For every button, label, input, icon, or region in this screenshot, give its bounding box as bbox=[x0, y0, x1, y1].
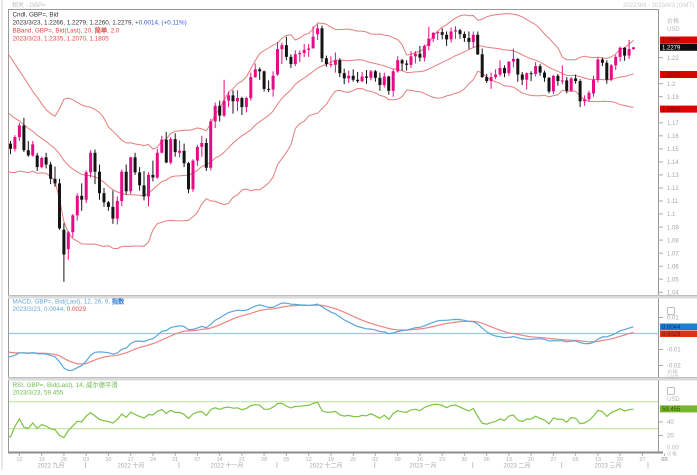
svg-text:相关 - GBP=: 相关 - GBP= bbox=[12, 1, 46, 9]
svg-text:1.05: 1.05 bbox=[667, 277, 679, 283]
svg-text:06: 06 bbox=[573, 457, 579, 463]
svg-text:1.08: 1.08 bbox=[667, 238, 679, 244]
svg-text:1.17: 1.17 bbox=[667, 121, 679, 127]
svg-text:27: 27 bbox=[550, 457, 556, 463]
svg-text:1.2279: 1.2279 bbox=[662, 46, 681, 52]
svg-text:12: 12 bbox=[306, 457, 312, 463]
svg-text:20: 20 bbox=[617, 457, 623, 463]
svg-text:价格: 价格 bbox=[667, 368, 679, 376]
svg-text:2023/3/23, 1.2335, 1.2070, 1.1: 2023/3/23, 1.2335, 1.2070, 1.1805 bbox=[13, 36, 110, 43]
svg-text:-0.02: -0.02 bbox=[667, 364, 681, 370]
svg-text:03: 03 bbox=[662, 457, 668, 463]
svg-text:Cndl, GBP=, Bid: Cndl, GBP=, Bid bbox=[13, 12, 60, 19]
svg-text:23: 23 bbox=[439, 457, 445, 463]
svg-text:20: 20 bbox=[667, 434, 674, 440]
svg-text:0.0029: 0.0029 bbox=[662, 332, 681, 338]
svg-text:17: 17 bbox=[128, 457, 134, 463]
svg-text:2023/3/23, 0.0044, 0.0029: 2023/3/23, 0.0044, 0.0029 bbox=[13, 306, 87, 313]
svg-text:1.2: 1.2 bbox=[667, 82, 676, 88]
svg-text:1.12: 1.12 bbox=[667, 186, 679, 192]
svg-text:价格: 价格 bbox=[667, 17, 679, 25]
svg-text:06: 06 bbox=[484, 457, 490, 463]
svg-text:RSI, GBP=, Bid(Last), 14, 威尔德: RSI, GBP=, Bid(Last), 14, 威尔德平滑 bbox=[13, 380, 118, 389]
svg-text:1.14: 1.14 bbox=[667, 160, 679, 166]
svg-text:31: 31 bbox=[172, 457, 178, 463]
svg-text:2022/9/8 - 2023/4/3 (GMT): 2022/9/8 - 2023/4/3 (GMT) bbox=[623, 3, 694, 9]
svg-text:2023/3/23, 59.455: 2023/3/23, 59.455 bbox=[13, 390, 64, 397]
svg-text:1.2070: 1.2070 bbox=[662, 73, 681, 79]
svg-text:1.04: 1.04 bbox=[667, 291, 679, 297]
svg-text:21: 21 bbox=[239, 457, 245, 463]
svg-text:13: 13 bbox=[506, 457, 512, 463]
svg-text:-0.01: -0.01 bbox=[667, 348, 681, 354]
svg-text:02: 02 bbox=[372, 457, 378, 463]
svg-text:09: 09 bbox=[395, 457, 401, 463]
svg-text:14: 14 bbox=[217, 457, 223, 463]
svg-text:1.13: 1.13 bbox=[667, 173, 679, 179]
svg-text:2022 九月: 2022 九月 bbox=[37, 462, 64, 470]
svg-text:2023 一月: 2023 一月 bbox=[409, 463, 436, 470]
svg-text:1.15: 1.15 bbox=[667, 147, 679, 153]
svg-text:0.01: 0.01 bbox=[667, 316, 679, 322]
svg-text:03: 03 bbox=[83, 457, 89, 463]
svg-text:20: 20 bbox=[528, 457, 534, 463]
svg-text:1.22: 1.22 bbox=[667, 56, 679, 62]
svg-text:2022 十一月: 2022 十一月 bbox=[210, 462, 243, 470]
svg-text:1.07: 1.07 bbox=[667, 251, 679, 257]
svg-text:1.2335: 1.2335 bbox=[662, 38, 681, 44]
svg-text:1.11: 1.11 bbox=[667, 199, 679, 205]
svg-text:19: 19 bbox=[328, 457, 334, 463]
svg-text:2023 三月: 2023 三月 bbox=[594, 463, 621, 470]
svg-text:1.1: 1.1 bbox=[667, 212, 676, 218]
svg-text:USD: USD bbox=[667, 375, 679, 381]
svg-text:07: 07 bbox=[194, 457, 200, 463]
svg-text:59.455: 59.455 bbox=[662, 407, 681, 413]
svg-text:0.0044: 0.0044 bbox=[662, 325, 681, 331]
svg-text:19: 19 bbox=[39, 457, 45, 463]
svg-text:USD: USD bbox=[667, 397, 680, 403]
svg-text:价格: 价格 bbox=[667, 451, 677, 458]
svg-text:2022 十月: 2022 十月 bbox=[117, 462, 144, 470]
svg-text:27: 27 bbox=[639, 457, 645, 463]
svg-text:0.00: 0.00 bbox=[667, 445, 679, 451]
svg-text:16: 16 bbox=[417, 457, 423, 463]
svg-text:2022 十二月: 2022 十二月 bbox=[309, 462, 342, 470]
svg-text:24: 24 bbox=[150, 457, 156, 463]
svg-text:USD: USD bbox=[667, 27, 680, 33]
svg-text:26: 26 bbox=[61, 457, 67, 463]
svg-text:12: 12 bbox=[16, 457, 22, 463]
svg-text:1.16: 1.16 bbox=[667, 134, 679, 140]
svg-text:1.09: 1.09 bbox=[667, 225, 679, 231]
svg-text:2023/3/23, 1.2266, 1.2279, 1.2: 2023/3/23, 1.2266, 1.2279, 1.2260, 1.227… bbox=[13, 20, 187, 27]
svg-text:10: 10 bbox=[105, 457, 111, 463]
svg-text:28: 28 bbox=[261, 457, 267, 463]
svg-text:1.06: 1.06 bbox=[667, 264, 679, 270]
svg-text:30: 30 bbox=[461, 457, 467, 463]
svg-text:26: 26 bbox=[350, 457, 356, 463]
svg-text:05: 05 bbox=[283, 457, 289, 463]
svg-text:MACD, GBP=, Bid(Last), 12, 26: MACD, GBP=, Bid(Last), 12, 26, 9, 指数 bbox=[13, 297, 126, 306]
svg-text:13: 13 bbox=[595, 457, 601, 463]
svg-text:1.19: 1.19 bbox=[667, 95, 679, 101]
svg-text:03: 03 bbox=[661, 457, 667, 463]
svg-text:2023 二月: 2023 二月 bbox=[503, 463, 530, 470]
svg-text:1.1805: 1.1805 bbox=[662, 107, 681, 113]
svg-text:40: 40 bbox=[667, 420, 674, 426]
svg-text:BBand, GBP=, Bid(Last), 20, 简: BBand, GBP=, Bid(Last), 20, 简单, 2.0 bbox=[13, 26, 120, 35]
